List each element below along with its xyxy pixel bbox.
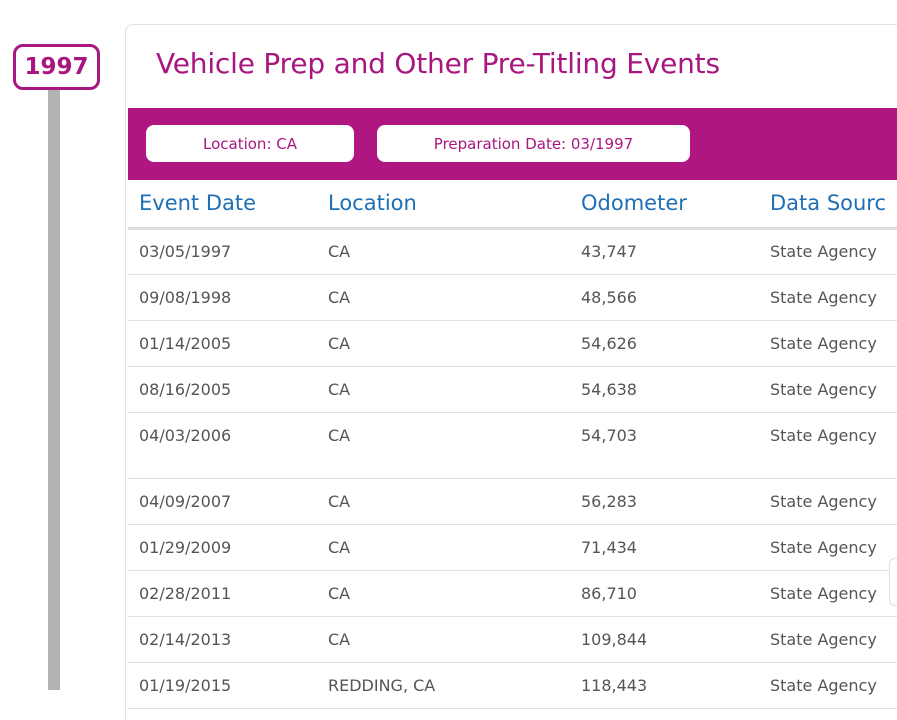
- card-title: Vehicle Prep and Other Pre-Titling Event…: [156, 47, 720, 80]
- cell-data-source: State Agency: [770, 288, 877, 307]
- cell-odometer: 54,626: [581, 334, 637, 353]
- cell-location: CA: [328, 334, 351, 353]
- cell-data-source: State Agency: [770, 676, 877, 695]
- cell-location: CA: [328, 492, 351, 511]
- table-row: 09/08/1998 CA 48,566 State Agency: [128, 275, 897, 321]
- cell-event-date: 01/14/2005: [139, 334, 232, 353]
- cell-location: CA: [328, 380, 351, 399]
- cell-location: CA: [328, 288, 351, 307]
- cell-location: CA: [328, 426, 351, 445]
- timeline-line: [48, 90, 60, 690]
- cell-location: CA: [328, 242, 351, 261]
- cell-data-source: State Agency: [770, 380, 877, 399]
- cell-event-date: 02/28/2011: [139, 584, 232, 603]
- cell-event-date: 04/09/2007: [139, 492, 232, 511]
- cell-location: CA: [328, 538, 351, 557]
- pre-titling-events-card: Vehicle Prep and Other Pre-Titling Event…: [125, 24, 897, 720]
- cell-event-date: 01/29/2009: [139, 538, 232, 557]
- table-row: 01/29/2009 CA 71,434 State Agency: [128, 525, 897, 571]
- cell-data-source: State Agency: [770, 242, 877, 261]
- cell-odometer: 43,747: [581, 242, 637, 261]
- cell-data-source: State Agency: [770, 334, 877, 353]
- column-header-odometer[interactable]: Odometer: [581, 191, 687, 215]
- cell-odometer: 56,283: [581, 492, 637, 511]
- location-filter-chip[interactable]: Location: CA: [146, 125, 354, 162]
- cell-event-date: 04/03/2006: [139, 426, 232, 445]
- cell-odometer: 54,703: [581, 426, 637, 445]
- preparation-date-filter-chip[interactable]: Preparation Date: 03/1997: [377, 125, 690, 162]
- cell-location: REDDING, CA: [328, 676, 436, 695]
- cell-data-source: State Agency: [770, 584, 877, 603]
- cell-location: CA: [328, 630, 351, 649]
- column-header-data-source[interactable]: Data Sourc: [770, 191, 887, 215]
- cell-odometer: 118,443: [581, 676, 648, 695]
- cell-data-source: State Agency: [770, 538, 877, 557]
- table-row: 02/28/2011 CA 86,710 State Agency: [128, 571, 897, 617]
- cell-event-date: 01/19/2015: [139, 676, 232, 695]
- filter-band: Location: CA Preparation Date: 03/1997: [128, 108, 897, 180]
- table-row: 08/16/2005 CA 54,638 State Agency: [128, 367, 897, 413]
- cell-odometer: 86,710: [581, 584, 637, 603]
- cell-data-source: State Agency: [770, 426, 877, 445]
- cell-odometer: 109,844: [581, 630, 648, 649]
- column-header-location[interactable]: Location: [328, 191, 417, 215]
- cell-event-date: 09/08/1998: [139, 288, 232, 307]
- cell-data-source: State Agency: [770, 630, 877, 649]
- events-table-body: 03/05/1997 CA 43,747 State Agency 09/08/…: [128, 229, 897, 709]
- table-row: 02/14/2013 CA 109,844 State Agency: [128, 617, 897, 663]
- table-row: 03/05/1997 CA 43,747 State Agency: [128, 229, 897, 275]
- timeline-year-badge: 1997: [13, 44, 100, 90]
- table-row: 04/09/2007 CA 56,283 State Agency: [128, 479, 897, 525]
- cell-location: CA: [328, 584, 351, 603]
- cell-data-source: State Agency: [770, 492, 877, 511]
- table-header: Event Date Location Odometer Data Sourc: [128, 180, 897, 230]
- table-row: 04/03/2006 CA 54,703 State Agency: [128, 413, 897, 479]
- cell-odometer: 54,638: [581, 380, 637, 399]
- cell-odometer: 48,566: [581, 288, 637, 307]
- table-row: 01/19/2015 REDDING, CA 118,443 State Age…: [128, 663, 897, 709]
- cell-event-date: 08/16/2005: [139, 380, 232, 399]
- side-feedback-tab[interactable]: [889, 558, 897, 606]
- column-header-event-date[interactable]: Event Date: [139, 191, 257, 215]
- cell-event-date: 02/14/2013: [139, 630, 232, 649]
- cell-odometer: 71,434: [581, 538, 637, 557]
- cell-event-date: 03/05/1997: [139, 242, 232, 261]
- table-row: 01/14/2005 CA 54,626 State Agency: [128, 321, 897, 367]
